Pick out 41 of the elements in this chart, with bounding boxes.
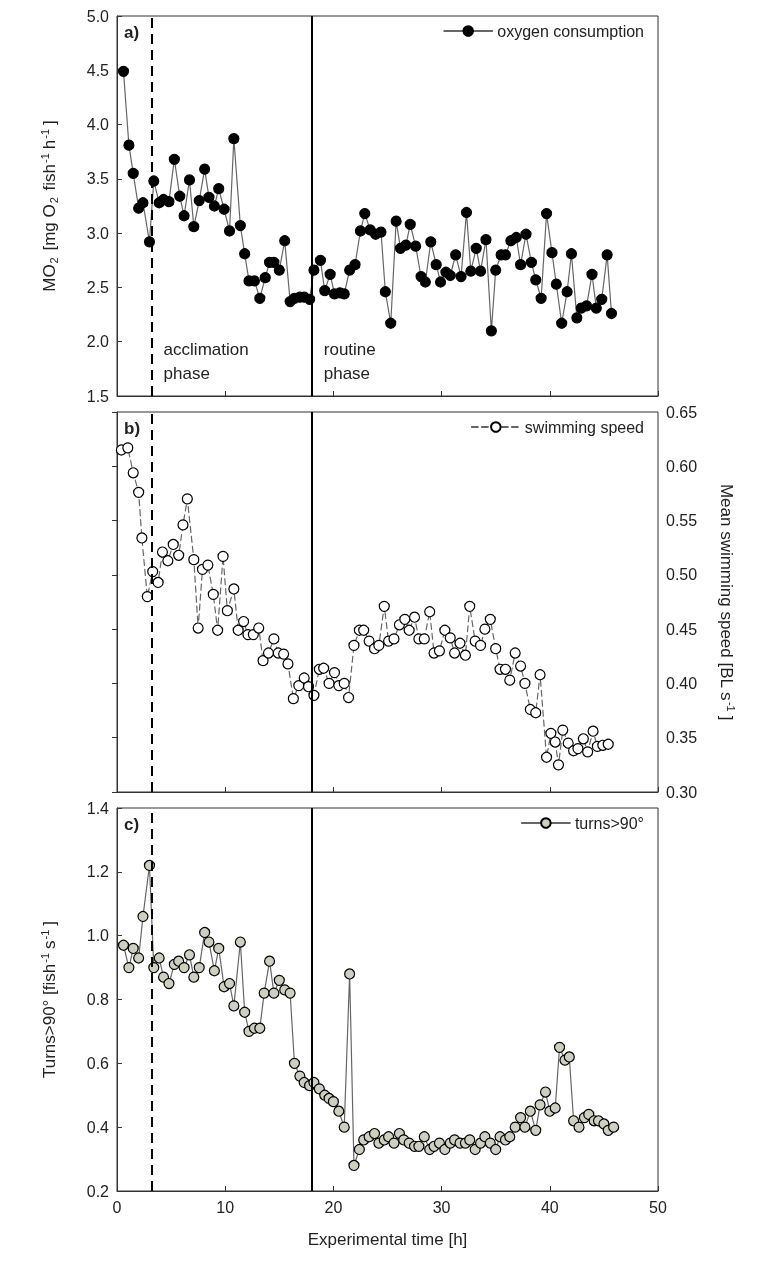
x-axis-title: Experimental time [h] (307, 1230, 468, 1249)
y2-axis-title: Mean swimming speed [BL s-1] (716, 483, 737, 721)
y2-tick-label: 0.45 (666, 620, 698, 638)
legend-label: swimming speed (524, 418, 644, 436)
y-tick-label: 0.4 (86, 1118, 110, 1136)
y-tick-label: 2.0 (86, 333, 110, 351)
y-tick-label: 3.0 (86, 224, 110, 242)
y-tick-label: 5.0 (86, 7, 110, 25)
annotation: acclimation phase (163, 339, 254, 383)
y2-tick-label: 0.30 (666, 783, 698, 801)
legend-label: turns>90° (574, 814, 644, 832)
x-tick-label: 50 (649, 1198, 667, 1216)
text: MO2 [mg O2 fish-1h-1] (38, 120, 60, 292)
y-tick-label: 0.8 (86, 991, 110, 1008)
y2-tick-label: 0.60 (666, 457, 698, 475)
x-tick-label: 0 (112, 1198, 122, 1216)
y-tick-label: 1.4 (86, 799, 110, 817)
y-tick-label: 1.2 (86, 863, 110, 881)
annotation: b) (124, 419, 141, 438)
x-tick-label: 10 (216, 1198, 235, 1216)
y2-tick-label: 0.65 (666, 403, 698, 421)
annotation: routine phase (323, 339, 381, 383)
y2-tick-label: 0.50 (666, 566, 698, 584)
y-tick-label: 4.5 (86, 61, 110, 79)
y-tick-label: 2.5 (86, 278, 110, 296)
y-axis-title: Turns>90° [fish-1s-1] (38, 920, 59, 1079)
x-tick-label: 20 (324, 1198, 343, 1216)
annotation: a) (124, 23, 140, 42)
y-tick-label: 4.0 (86, 116, 110, 134)
y-tick-label: 0.2 (86, 1182, 110, 1200)
y2-tick-label: 0.40 (666, 674, 698, 692)
y-tick-label: 1.5 (86, 387, 110, 405)
legend-label: oxygen consumption (497, 22, 645, 40)
x-tick-label: 30 (432, 1198, 451, 1216)
y-tick-label: 3.5 (86, 170, 110, 188)
y2-tick-label: 0.55 (666, 512, 698, 530)
y2-tick-label: 0.35 (666, 729, 698, 747)
y-tick-label: 0.6 (86, 1054, 110, 1072)
x-tick-label: 40 (540, 1198, 559, 1216)
annotation: c) (124, 815, 140, 834)
y-tick-label: 1.0 (86, 927, 110, 945)
